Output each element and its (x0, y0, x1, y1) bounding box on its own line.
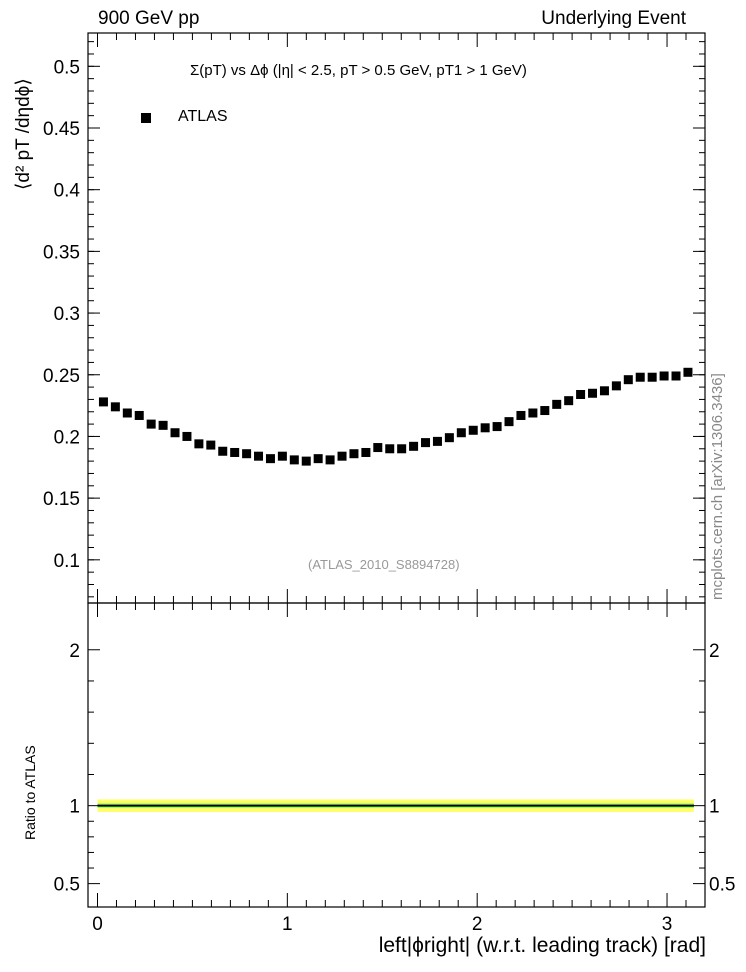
legend-entry-atlas: ATLAS (178, 108, 228, 125)
y-tick-label-main: 0.45 (43, 119, 80, 140)
y-tick-label-ratio-right: 0.5 (709, 875, 735, 896)
data-point (301, 456, 311, 466)
legend-marker-atlas (141, 113, 151, 123)
x-axis-label: left|ϕright| (w.r.t. leading track) [rad… (378, 934, 706, 957)
data-point (397, 444, 407, 454)
data-point (265, 454, 275, 464)
data-point (611, 381, 621, 391)
data-point (623, 375, 633, 385)
data-point (218, 446, 228, 456)
data-point (158, 420, 168, 430)
data-point (194, 439, 204, 449)
x-tick-label: 2 (472, 914, 483, 935)
y-tick-label-main: 0.25 (43, 366, 80, 387)
data-point (242, 449, 252, 459)
y-tick-label-main: 0.15 (43, 489, 80, 510)
x-tick-label: 0 (92, 914, 103, 935)
data-point (385, 444, 395, 454)
data-point (432, 436, 442, 446)
data-point (492, 422, 502, 432)
data-point (564, 396, 574, 406)
data-point (206, 440, 216, 450)
data-point (480, 423, 490, 433)
x-tick-label: 1 (282, 914, 293, 935)
y-tick-label-main: 0.5 (54, 57, 80, 78)
data-point (146, 419, 156, 429)
x-tick-label: 3 (662, 914, 673, 935)
y-tick-label-ratio-right: 2 (709, 641, 720, 662)
data-point (230, 447, 240, 457)
data-point (337, 451, 347, 461)
y-tick-label-main: 0.2 (54, 427, 80, 448)
data-point (504, 417, 514, 427)
y-tick-label-ratio: 2 (69, 641, 80, 662)
y-tick-label-main: 0.3 (54, 304, 80, 325)
data-point (182, 431, 192, 441)
data-point (289, 455, 299, 465)
y-tick-label-main: 0.35 (43, 242, 80, 263)
data-point (98, 397, 108, 407)
data-point (635, 372, 645, 382)
y-tick-label-main: 0.1 (54, 551, 80, 572)
data-point (254, 451, 264, 461)
data-point (325, 455, 335, 465)
data-point (659, 371, 669, 381)
data-point (170, 428, 180, 438)
ratio-plot-frame (87, 602, 706, 908)
y-tick-label-ratio-right: 1 (709, 797, 720, 818)
analysis-id-label: (ATLAS_2010_S8894728) (308, 557, 460, 572)
data-point (588, 388, 598, 398)
data-point (444, 433, 454, 443)
data-point (576, 389, 586, 399)
data-point (456, 428, 466, 438)
data-point (373, 443, 383, 453)
data-point (599, 386, 609, 396)
header-left-label: 900 GeV pp (98, 8, 200, 29)
data-point (409, 441, 419, 451)
data-point (277, 451, 287, 461)
data-point (683, 367, 693, 377)
header-right-label: Underlying Event (541, 8, 686, 29)
data-point (647, 372, 657, 382)
data-point (134, 410, 144, 420)
chart-title: Σ(pT) vs Δϕ (|η| < 2.5, pT > 0.5 GeV, pT… (190, 62, 527, 79)
data-point (468, 425, 478, 435)
data-point (516, 410, 526, 420)
data-point (528, 408, 538, 418)
y-tick-label-ratio: 0.5 (54, 875, 80, 896)
data-point (540, 406, 550, 416)
main-plot-frame (87, 32, 706, 604)
y-tick-label-main: 0.4 (54, 181, 81, 202)
data-point (671, 371, 681, 381)
data-point (552, 399, 562, 409)
data-point (110, 402, 120, 412)
data-point (349, 449, 359, 459)
data-point (122, 408, 132, 418)
y-tick-label-ratio: 1 (69, 797, 80, 818)
data-point (313, 454, 323, 464)
data-point (421, 438, 431, 448)
data-point (361, 447, 371, 457)
